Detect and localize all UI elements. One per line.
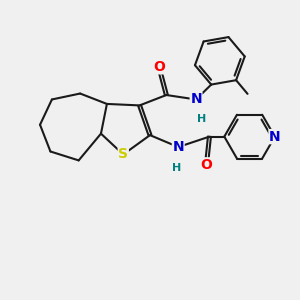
Text: H: H (197, 114, 207, 124)
Text: N: N (269, 130, 281, 144)
Text: N: N (172, 140, 184, 154)
Text: O: O (200, 158, 212, 172)
Text: H: H (172, 163, 182, 173)
Text: N: N (190, 92, 202, 106)
Text: S: S (118, 148, 128, 161)
Text: O: O (153, 60, 165, 74)
